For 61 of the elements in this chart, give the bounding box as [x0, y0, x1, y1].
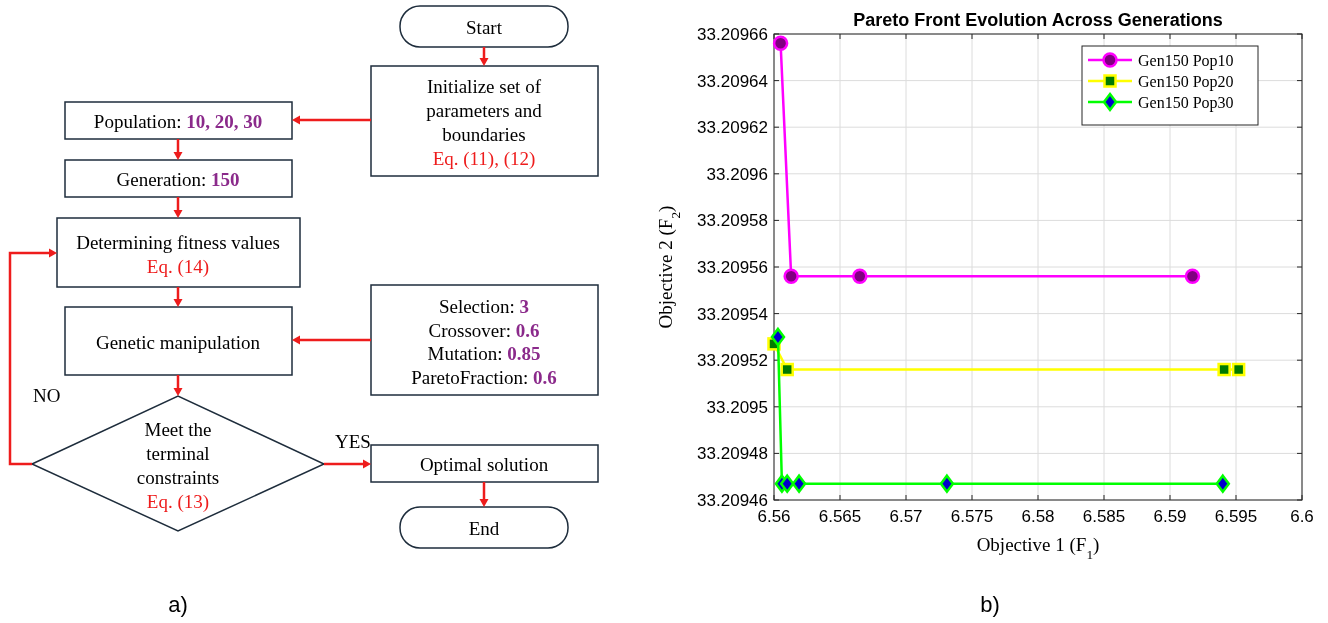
point	[1184, 268, 1201, 285]
text: Meet the	[144, 419, 212, 440]
text: ParetoFraction: 0.6	[411, 367, 557, 388]
text: End	[468, 518, 500, 539]
y-tick-label: 33.20966	[697, 25, 768, 44]
text: YES	[335, 431, 371, 452]
point	[852, 268, 868, 285]
y-tick-label: 33.20958	[697, 211, 768, 231]
y-tick-label: 33.20956	[697, 258, 768, 277]
point	[770, 327, 786, 347]
x-tick-label: 6.6	[1290, 507, 1314, 526]
legend-label: Gen150 Pop10	[1138, 52, 1234, 70]
text: constraints	[136, 467, 220, 488]
point	[791, 474, 807, 493]
x-tick-label: 6.59	[1153, 507, 1187, 526]
text: NO	[33, 385, 61, 406]
text: terminal	[146, 443, 210, 464]
point	[779, 474, 795, 493]
text: Determining fitness values	[76, 232, 280, 253]
x-axis-title: Objective 1 (F$_{1}$)	[976, 534, 1100, 562]
legend-label: Gen150 Pop20	[1138, 73, 1234, 91]
point	[1215, 474, 1231, 493]
y-tick-label: 33.2096	[706, 164, 768, 184]
x-tick-label: 6.585	[1082, 507, 1126, 526]
point	[1217, 362, 1231, 377]
y-tick-label: 33.20954	[697, 304, 768, 324]
text: Genetic manipulation	[95, 332, 261, 353]
x-tick-label: 6.56	[757, 507, 791, 526]
text: Initialize set of	[427, 76, 542, 97]
x-tick-label: 6.58	[1021, 507, 1055, 526]
y-tick-label: 33.20948	[697, 444, 768, 464]
text: Crossover: 0.6	[428, 320, 540, 341]
y-tick-label: 33.20952	[697, 351, 768, 371]
point	[1231, 362, 1246, 377]
text: Optimal solution	[419, 454, 549, 475]
text: Generation: 150	[116, 169, 240, 190]
point	[783, 268, 799, 285]
text: boundaries	[442, 124, 526, 145]
y-tick-label: 33.20946	[697, 491, 768, 510]
text: Population: 10, 20, 30	[93, 111, 263, 132]
y-tick-label: 33.2095	[706, 397, 768, 417]
text: b)	[980, 592, 1000, 617]
point	[780, 362, 794, 377]
text: Eq. (13)	[146, 491, 210, 513]
text: parameters and	[426, 100, 543, 121]
text: Eq. (11), (12)	[432, 148, 536, 170]
text: Selection: 3	[438, 296, 530, 317]
x-tick-label: 6.595	[1214, 507, 1258, 526]
text: Eq. (14)	[146, 256, 210, 278]
point	[939, 474, 955, 493]
x-tick-label: 6.57	[889, 507, 923, 526]
x-tick-label: 6.575	[950, 507, 994, 526]
point	[772, 35, 789, 52]
text: Start	[466, 17, 503, 38]
text: a)	[168, 592, 188, 617]
chart-title: Pareto Front Evolution Across Generations	[853, 10, 1223, 30]
y-tick-label: 33.20962	[697, 118, 768, 138]
x-tick-label: 6.565	[818, 507, 862, 526]
legend-label: Gen150 Pop30	[1138, 94, 1234, 112]
text: Mutation: 0.85	[427, 343, 541, 364]
y-tick-label: 33.20964	[697, 71, 768, 91]
